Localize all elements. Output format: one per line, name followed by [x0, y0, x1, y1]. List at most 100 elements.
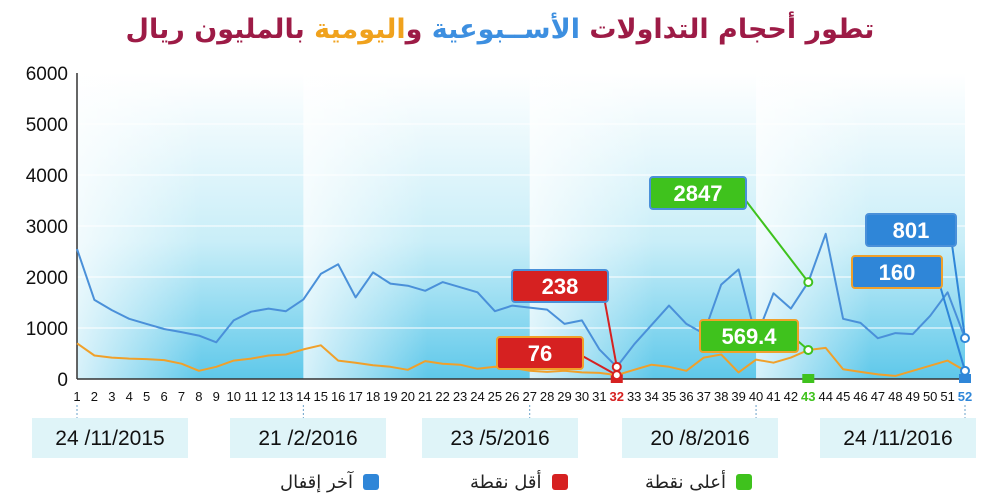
x-tick-label: 42 — [784, 389, 798, 404]
title-part: و — [405, 14, 423, 45]
callout-marker — [803, 344, 814, 355]
x-tick-label: 32 — [610, 389, 624, 404]
legend-swatch-red — [551, 474, 568, 490]
callout-box — [851, 255, 943, 289]
legend-swatch-blue — [363, 474, 380, 490]
x-tick-label: 11 — [244, 389, 258, 404]
x-tick-label: 1 — [73, 389, 80, 404]
date-box — [622, 418, 778, 458]
date-box — [32, 418, 188, 458]
x-tick-label: 34 — [644, 389, 658, 404]
x-tick-label: 31 — [592, 389, 606, 404]
x-tick-label: 9 — [213, 389, 220, 404]
y-tick-label: 4000 — [26, 166, 68, 187]
x-tick-label: 6 — [160, 389, 167, 404]
date-box — [230, 418, 386, 458]
x-tick-label: 29 — [557, 389, 571, 404]
callout-label: 76 — [528, 341, 552, 366]
x-tick-label: 10 — [226, 389, 240, 404]
callout-marker — [803, 277, 814, 288]
x-tick-label: 49 — [906, 389, 920, 404]
legend-item-last: آخر إقفال — [280, 470, 380, 494]
y-tick-label: 3000 — [26, 217, 68, 238]
x-tick-label: 35 — [662, 389, 676, 404]
x-tick-label: 21 — [418, 389, 432, 404]
x-tick-label: 8 — [195, 389, 202, 404]
x-tick-label: 16 — [331, 389, 345, 404]
x-tick-label: 39 — [731, 389, 745, 404]
date-label: 23 /5/2016 — [450, 427, 549, 450]
x-tick-label: 44 — [818, 389, 832, 404]
x-tick-label: 40 — [749, 389, 763, 404]
x-tick-label: 13 — [279, 389, 293, 404]
x-tick-label: 2 — [91, 389, 98, 404]
title-part: اليومية — [304, 14, 406, 45]
x-tick-label: 14 — [296, 389, 310, 404]
x-tick-label: 12 — [261, 389, 275, 404]
date-label: 24 /11/2015 — [55, 427, 164, 450]
x-tick-label: 24 — [470, 389, 484, 404]
x-tick-label: 28 — [540, 389, 554, 404]
x-tick-label: 50 — [923, 389, 937, 404]
x-tick-label: 19 — [383, 389, 397, 404]
callout-box — [511, 269, 609, 303]
x-tick-label: 30 — [575, 389, 589, 404]
callout-leader — [949, 229, 966, 339]
x-tick-highlight — [802, 374, 815, 383]
date-label: 24 /11/2016 — [843, 427, 952, 450]
callout-box — [496, 336, 584, 370]
x-tick-label: 20 — [401, 389, 415, 404]
callout-label: 160 — [879, 260, 916, 285]
y-tick-label: 5000 — [26, 115, 68, 136]
callout-marker — [960, 365, 970, 376]
x-tick-label: 48 — [888, 389, 902, 404]
legend-swatch-green — [735, 474, 752, 490]
y-tick-label: 6000 — [26, 64, 68, 85]
date-box — [820, 418, 976, 458]
x-tick-label: 45 — [836, 389, 850, 404]
x-tick-highlight — [959, 374, 971, 383]
x-tick-label: 37 — [697, 389, 711, 404]
y-tick-label: 1000 — [26, 319, 68, 340]
chart-title: تطور أحجام التداولات الأســبوعية واليومي… — [0, 14, 1000, 45]
date-label: 21 /2/2016 — [258, 427, 357, 450]
x-tick-label: 22 — [435, 389, 449, 404]
x-tick-label: 25 — [488, 389, 502, 404]
callout-label: 2847 — [674, 181, 723, 206]
date-label: 20 /8/2016 — [650, 427, 749, 450]
y-tick-label: 0 — [57, 370, 68, 391]
callout-box — [699, 319, 799, 353]
callout-marker — [611, 361, 622, 372]
x-tick-label: 38 — [714, 389, 728, 404]
legend-item-low: أقل نقطة — [470, 470, 568, 494]
x-tick-label: 3 — [108, 389, 115, 404]
callout-box — [865, 213, 957, 247]
x-tick-label: 5 — [143, 389, 150, 404]
x-tick-label: 4 — [126, 389, 133, 404]
x-tick-label: 46 — [853, 389, 867, 404]
callout-label: 801 — [893, 218, 930, 243]
x-tick-label: 27 — [522, 389, 536, 404]
x-tick-label: 18 — [366, 389, 380, 404]
x-tick-label: 47 — [871, 389, 885, 404]
x-tick-label: 17 — [348, 389, 362, 404]
x-tick-label: 51 — [940, 389, 954, 404]
title-part: تطور أحجام التداولات — [579, 14, 875, 45]
x-tick-label: 26 — [505, 389, 519, 404]
y-tick-label: 2000 — [26, 268, 68, 289]
x-tick-label: 23 — [453, 389, 467, 404]
callout-label: 569.4 — [721, 324, 777, 349]
x-tick-label: 41 — [766, 389, 780, 404]
legend-label-last: آخر إقفال — [280, 471, 354, 493]
legend-item-high: أعلى نقطة — [645, 470, 752, 494]
x-tick-label: 43 — [801, 389, 815, 404]
callout-leader — [739, 192, 810, 283]
title-part: الأســبوعية — [422, 14, 580, 45]
x-tick-label: 36 — [679, 389, 693, 404]
x-tick-label: 52 — [958, 389, 972, 404]
title-part: بالمليون ريال — [125, 14, 305, 45]
callout-label: 238 — [542, 274, 579, 299]
x-tick-label: 15 — [314, 389, 328, 404]
callout-marker — [611, 370, 622, 381]
